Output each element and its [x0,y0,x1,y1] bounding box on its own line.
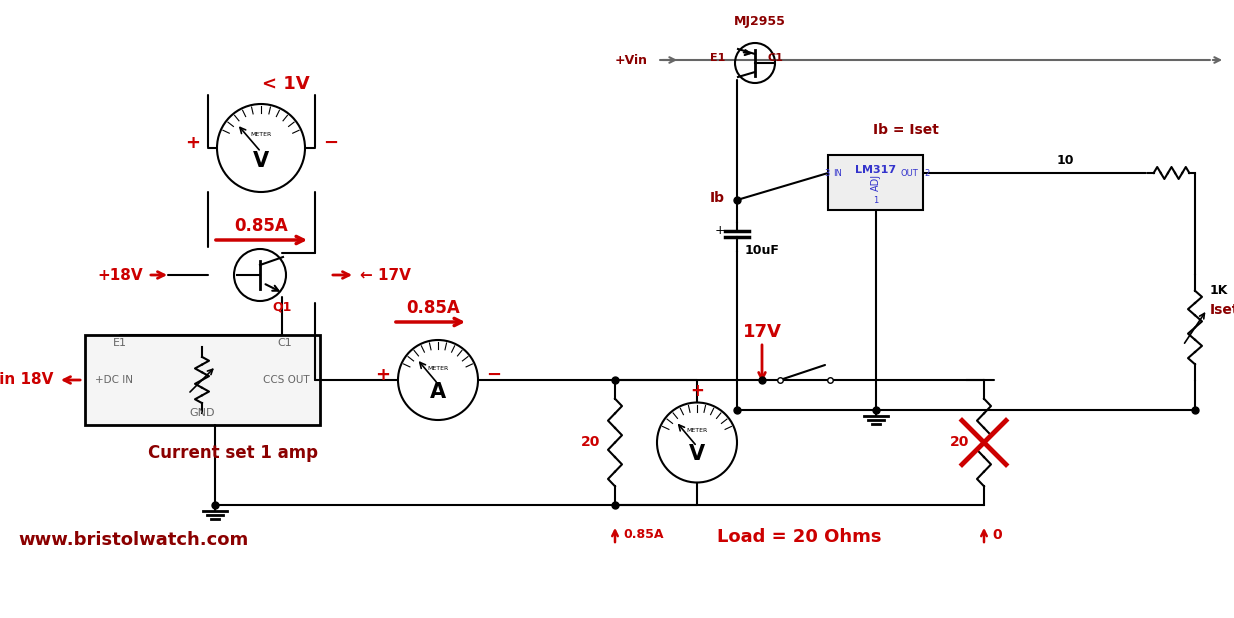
Text: METER: METER [251,132,271,137]
Circle shape [399,340,478,420]
Text: 0.85A: 0.85A [623,528,664,541]
Text: ← 17V: ← 17V [360,268,411,282]
Text: 2: 2 [924,169,929,177]
Text: 20: 20 [581,436,600,449]
Circle shape [217,104,305,192]
Text: METER: METER [427,365,449,371]
Text: +: + [375,366,390,384]
Text: +: + [185,134,200,152]
Text: 1K: 1K [1211,284,1228,297]
Text: V: V [689,444,705,465]
Text: C1: C1 [278,338,292,348]
Text: +Vin 18V: +Vin 18V [0,373,53,387]
Text: www.bristolwatch.com: www.bristolwatch.com [19,531,248,549]
Text: LM317: LM317 [855,165,896,175]
Text: 10: 10 [1056,154,1075,167]
Text: V: V [253,151,269,171]
Text: IN: IN [833,169,842,177]
Text: Ib: Ib [710,191,726,205]
Text: Current set 1 amp: Current set 1 amp [148,444,317,462]
Text: METER: METER [686,428,707,433]
Text: −: − [323,134,338,152]
Circle shape [656,402,737,483]
Text: < 1V: < 1V [262,75,310,93]
Bar [85,335,320,425]
Text: CCS OUT: CCS OUT [263,375,310,385]
Text: Iset: Iset [1211,303,1234,317]
Text: 0: 0 [992,528,1002,542]
Text: Load = 20 Ohms: Load = 20 Ohms [717,528,882,546]
Text: 10uF: 10uF [745,243,780,256]
Text: 0.85A: 0.85A [234,217,289,235]
Text: −: − [486,366,501,384]
Text: 3: 3 [824,169,830,177]
Text: E1: E1 [114,338,127,348]
Text: +: + [714,224,726,237]
Text: +Vin: +Vin [615,54,648,67]
Text: 20: 20 [950,436,969,449]
Text: OUT: OUT [901,169,918,177]
Text: +: + [690,381,703,399]
Text: Ib = Iset: Ib = Iset [872,123,938,137]
Text: E1: E1 [710,53,726,63]
Text: 1: 1 [872,196,879,205]
Text: 0.85A: 0.85A [406,299,460,317]
Text: C1: C1 [768,53,782,63]
Text: GND: GND [190,408,215,418]
Text: +18V: +18V [97,268,143,282]
Bar [828,155,923,210]
Text: ADJ: ADJ [870,174,881,191]
Text: +DC IN: +DC IN [95,375,133,385]
Text: A: A [429,382,445,402]
Text: MJ2955: MJ2955 [734,15,786,28]
Text: 17V: 17V [743,323,781,341]
Text: Q1: Q1 [271,300,291,313]
